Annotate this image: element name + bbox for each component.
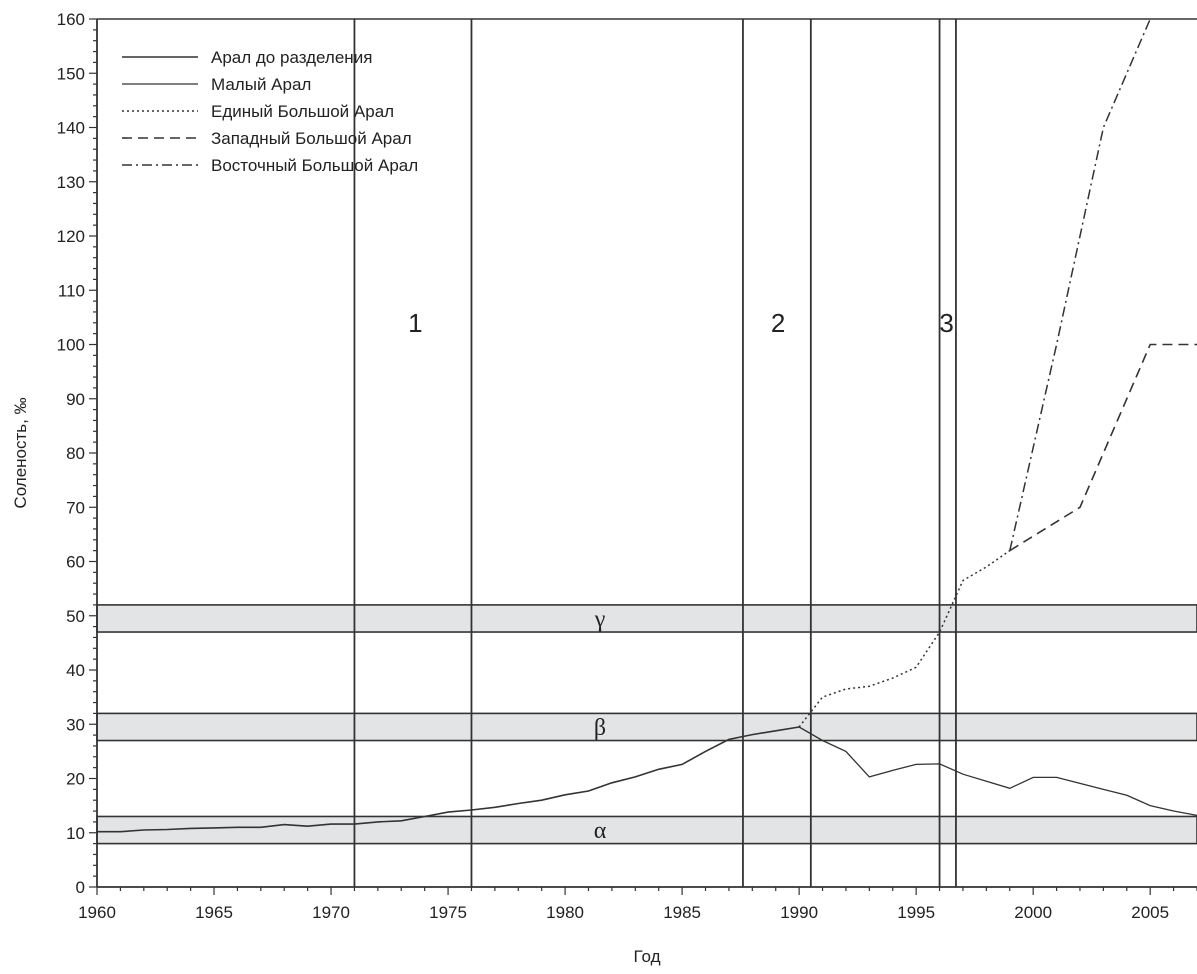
zone-label-0: 1 <box>408 308 422 338</box>
x-tick-label-6: 1990 <box>780 903 818 922</box>
legend-label-2: Единый Большой Арал <box>211 102 394 121</box>
x-tick-label-2: 1970 <box>312 903 350 922</box>
legend-label-1: Малый Арал <box>211 75 311 94</box>
period-lines <box>353 19 957 887</box>
band-0 <box>96 815 1197 845</box>
series-group <box>97 18 1197 833</box>
x-tick-label-0: 1960 <box>78 903 116 922</box>
y-tick-label-2: 20 <box>66 770 85 789</box>
y-tick-label-7: 70 <box>66 498 85 517</box>
x-axis-title: Год <box>633 947 660 966</box>
axes: 0 10 20 30 40 50 60 70 80 90 100 110 120 130 140 150 160… <box>57 10 1197 922</box>
x-tick-label-4: 1980 <box>546 903 584 922</box>
series-line-4 <box>1009 18 1151 551</box>
band-2 <box>96 604 1197 633</box>
y-tick-label-5: 50 <box>66 607 85 626</box>
y-tick-label-11: 110 <box>58 281 85 300</box>
legend: Арал до разделения Малый Арал Единый Больш… <box>122 48 418 175</box>
y-tick-label-3: 30 <box>66 715 85 734</box>
y-tick-label-10: 100 <box>57 336 85 355</box>
band-label-0: α <box>594 818 607 844</box>
x-tick-label-8: 2000 <box>1014 903 1052 922</box>
zone-labels: 1 2 3 <box>408 308 954 338</box>
legend-label-0: Арал до разделения <box>211 48 372 67</box>
y-tick-label-13: 130 <box>57 173 85 192</box>
series-line-0 <box>97 726 800 833</box>
band-label-2: γ <box>594 606 606 632</box>
band-label-1: β <box>594 715 606 741</box>
y-tick-label-8: 80 <box>66 444 85 463</box>
x-tick-label-5: 1985 <box>663 903 701 922</box>
y-tick-label-16: 160 <box>57 10 85 29</box>
series-line-1 <box>798 726 1197 817</box>
y-axis-title: Соленость, ‰ <box>11 397 30 508</box>
y-tick-label-15: 150 <box>57 64 85 83</box>
y-tick-label-12: 120 <box>57 227 85 246</box>
legend-label-3: Западный Большой Арал <box>211 129 412 148</box>
zone-label-1: 2 <box>771 308 785 338</box>
x-tick-label-9: 2005 <box>1131 903 1169 922</box>
x-tick-label-7: 1995 <box>897 903 935 922</box>
zone-label-2: 3 <box>939 308 953 338</box>
y-tick-label-0: 0 <box>76 878 85 897</box>
y-tick-label-4: 40 <box>66 661 85 680</box>
x-tick-label-1: 1965 <box>195 903 233 922</box>
series-line-3 <box>1009 343 1197 552</box>
salinity-bands: α β γ <box>96 604 1197 845</box>
legend-label-4: Восточный Большой Арал <box>211 156 418 175</box>
y-tick-label-9: 90 <box>66 390 85 409</box>
y-tick-label-14: 140 <box>57 119 85 138</box>
y-tick-label-6: 60 <box>66 553 85 572</box>
band-1 <box>96 712 1197 742</box>
y-tick-label-1: 10 <box>66 824 85 843</box>
x-tick-label-3: 1975 <box>429 903 467 922</box>
series-line-2 <box>798 549 1011 728</box>
